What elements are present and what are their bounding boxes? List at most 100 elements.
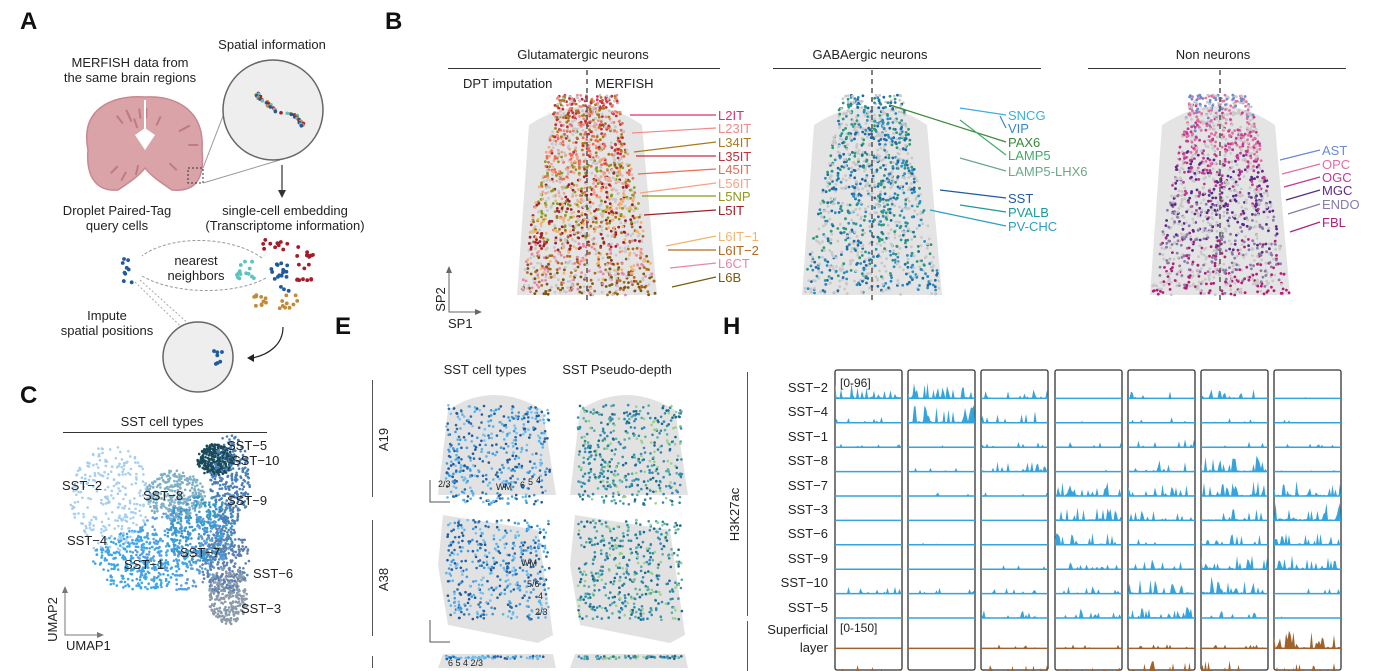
cell-dot bbox=[561, 207, 564, 210]
cell-dot bbox=[1159, 266, 1162, 269]
cell-dot bbox=[886, 118, 889, 121]
cell-dot bbox=[555, 116, 558, 119]
cell-dot bbox=[856, 254, 859, 257]
umap-dot bbox=[178, 568, 181, 571]
cell-dot bbox=[1233, 129, 1236, 132]
cell-dot bbox=[1200, 112, 1203, 115]
cell-dot bbox=[580, 260, 583, 263]
cell-dot bbox=[1221, 289, 1224, 292]
cell-dot bbox=[591, 172, 594, 175]
cell-dot bbox=[899, 148, 902, 151]
cell-dot bbox=[595, 152, 598, 155]
cell-dot bbox=[1234, 239, 1237, 242]
cell-dot bbox=[636, 264, 639, 267]
cell-dot bbox=[533, 281, 536, 284]
cell-dot bbox=[540, 184, 543, 187]
cell-dot bbox=[557, 190, 560, 193]
cell-dot bbox=[579, 286, 582, 289]
cell-dot bbox=[1232, 195, 1235, 198]
cell-dot bbox=[1253, 149, 1256, 152]
cell-dot bbox=[906, 261, 909, 264]
cell-dot bbox=[1260, 280, 1263, 283]
cell-dot bbox=[589, 292, 592, 295]
cell-dot bbox=[1208, 110, 1211, 113]
cell-dot bbox=[627, 286, 630, 289]
cell-dot bbox=[1253, 243, 1256, 246]
cell-dot bbox=[604, 279, 607, 282]
cell-dot bbox=[1199, 270, 1202, 273]
cell-dot bbox=[544, 175, 547, 178]
cell-dot bbox=[1191, 109, 1194, 112]
cell-dot bbox=[578, 167, 581, 170]
cell-dot bbox=[1215, 184, 1218, 187]
cell-dot bbox=[837, 274, 840, 277]
cell-dot bbox=[602, 210, 605, 213]
cell-dot bbox=[897, 252, 900, 255]
cell-dot bbox=[574, 274, 577, 277]
cell-dot bbox=[551, 220, 554, 223]
cell-dot bbox=[606, 270, 609, 273]
cell-dot bbox=[1186, 284, 1189, 287]
cell-dot bbox=[560, 114, 563, 117]
cell-type-label-pvchc: PV-CHC bbox=[1008, 220, 1057, 233]
cell-dot bbox=[916, 213, 919, 216]
cell-dot bbox=[1250, 267, 1253, 270]
cell-dot bbox=[1239, 126, 1242, 129]
cell-dot bbox=[861, 153, 864, 156]
cell-dot bbox=[882, 158, 885, 161]
cell-dot bbox=[1171, 212, 1174, 215]
cell-dot bbox=[1191, 98, 1194, 101]
cell-dot bbox=[592, 243, 595, 246]
cell-dot bbox=[856, 214, 859, 217]
cell-dot bbox=[883, 174, 886, 177]
cell-dot bbox=[542, 245, 545, 248]
cell-dot bbox=[526, 271, 529, 274]
cell-dot bbox=[891, 185, 894, 188]
cell-dot bbox=[625, 178, 628, 181]
cell-dot bbox=[1162, 280, 1165, 283]
cell-dot bbox=[879, 220, 882, 223]
cell-dot bbox=[844, 127, 847, 130]
cell-dot bbox=[1229, 233, 1232, 236]
cell-dot bbox=[1194, 213, 1197, 216]
cell-dot bbox=[540, 216, 543, 219]
cell-dot bbox=[556, 103, 559, 106]
cell-dot bbox=[926, 243, 929, 246]
cell-dot bbox=[868, 163, 871, 166]
cell-dot bbox=[1255, 204, 1258, 207]
cell-dot bbox=[633, 205, 636, 208]
cell-dot bbox=[888, 180, 891, 183]
cell-dot bbox=[571, 103, 574, 106]
cell-dot bbox=[549, 260, 552, 263]
cell-dot bbox=[1223, 188, 1226, 191]
cell-dot bbox=[865, 176, 868, 179]
cell-dot bbox=[600, 128, 603, 131]
cell-dot bbox=[577, 217, 580, 220]
cell-dot bbox=[574, 119, 577, 122]
cell-type-label-l34it: L34IT bbox=[718, 136, 751, 149]
cell-dot bbox=[527, 284, 530, 287]
cell-type-label-l5np: L5NP bbox=[718, 190, 751, 203]
umap-dot bbox=[201, 563, 204, 566]
umap-dot bbox=[140, 514, 143, 517]
cell-dot bbox=[538, 281, 541, 284]
cell-dot bbox=[541, 265, 544, 268]
cell-dot bbox=[873, 155, 876, 158]
cell-dot bbox=[633, 186, 636, 189]
cell-dot bbox=[1176, 177, 1179, 180]
cell-dot bbox=[1253, 207, 1256, 210]
cell-dot bbox=[1195, 101, 1198, 104]
cell-dot bbox=[1271, 210, 1274, 213]
cell-dot bbox=[894, 236, 897, 239]
cell-dot bbox=[579, 178, 582, 181]
cell-dot bbox=[1256, 244, 1259, 247]
cell-dot bbox=[913, 235, 916, 238]
cell-dot bbox=[610, 128, 613, 131]
cell-dot bbox=[553, 159, 556, 162]
cell-dot bbox=[817, 267, 820, 270]
cell-dot bbox=[832, 142, 835, 145]
cell-dot bbox=[603, 172, 606, 175]
cell-dot bbox=[583, 175, 586, 178]
cell-dot bbox=[571, 238, 574, 241]
cell-dot bbox=[588, 128, 591, 131]
